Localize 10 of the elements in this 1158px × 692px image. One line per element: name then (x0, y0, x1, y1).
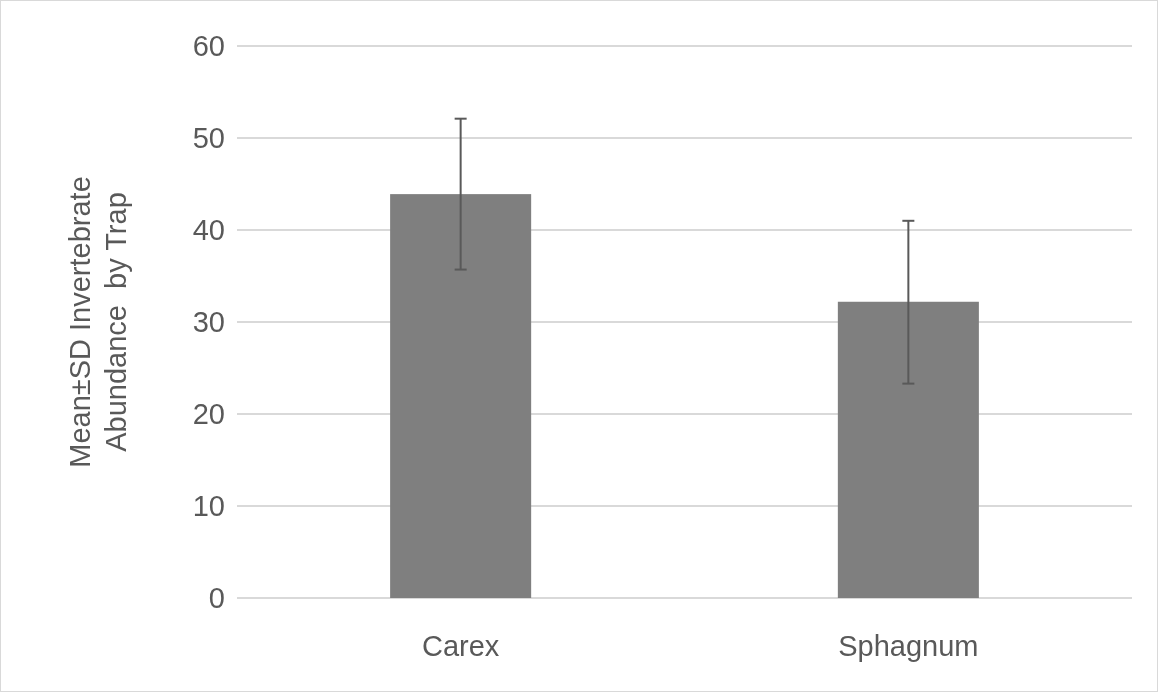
y-tick-label: 50 (192, 122, 225, 155)
y-tick-label: 0 (208, 582, 225, 615)
x-tick-label: Carex (421, 630, 500, 662)
y-tick-label: 10 (192, 490, 225, 523)
x-tick-label: Sphagnum (838, 630, 979, 662)
y-tick-label: 30 (192, 306, 225, 339)
y-tick-label: 40 (192, 214, 225, 247)
y-axis-title: Mean±SD Invertebrate Abundance by Trap (64, 176, 132, 468)
y-tick-label: 60 (192, 30, 225, 63)
y-tick-label: 20 (192, 398, 225, 431)
